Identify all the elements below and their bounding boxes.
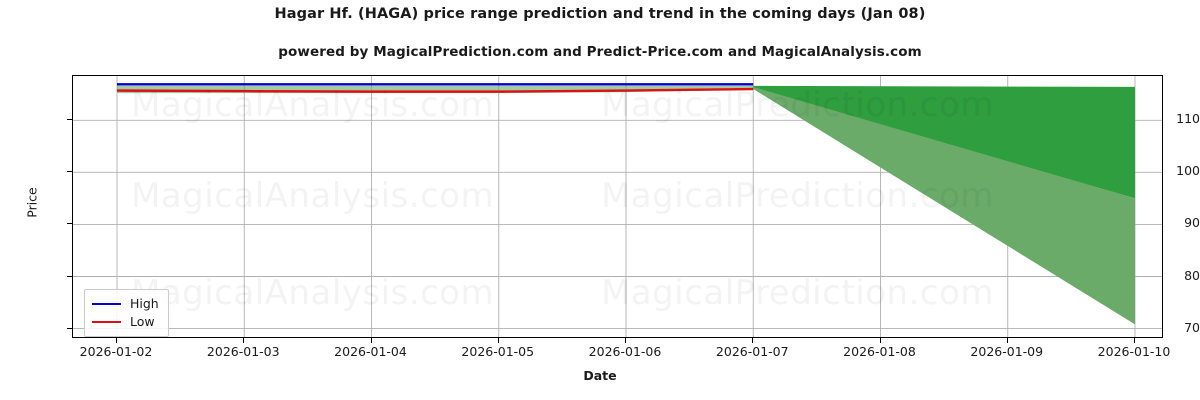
forecast-cone-light xyxy=(753,86,1135,325)
y-tick-mark xyxy=(67,275,72,277)
x-tick-label: 2026-01-07 xyxy=(715,344,789,359)
legend-swatch-low xyxy=(92,321,121,323)
x-tick-label: 2026-01-08 xyxy=(843,344,916,359)
y-tick-mark xyxy=(67,171,72,173)
x-tick-mark xyxy=(497,338,499,343)
x-tick-mark xyxy=(1006,338,1008,343)
x-tick-label: 2026-01-10 xyxy=(1097,344,1171,359)
x-tick-label: 2026-01-04 xyxy=(334,344,407,359)
y-axis-label: Price xyxy=(24,187,40,218)
y-tick-label: 90 xyxy=(1184,215,1200,231)
x-tick-label: 2026-01-02 xyxy=(79,344,153,359)
x-tick-mark xyxy=(879,338,881,343)
legend-swatch-high xyxy=(92,303,121,305)
series-layer xyxy=(116,83,754,93)
x-axis-label: Date xyxy=(583,368,617,383)
plot-canvas xyxy=(73,76,1162,337)
plot-area: MagicalAnalysis.comMagicalPrediction.com… xyxy=(72,75,1163,338)
y-tick-label: 100 xyxy=(1176,163,1200,179)
legend-label: High xyxy=(130,295,159,311)
legend-label: Low xyxy=(130,313,155,329)
y-tick-label: 110 xyxy=(1176,111,1200,127)
chart-title: Hagar Hf. (HAGA) price range prediction … xyxy=(274,6,926,22)
chart-subtitle: powered by MagicalPrediction.com and Pre… xyxy=(278,44,922,60)
chart-legend: High Low xyxy=(84,289,169,337)
x-tick-mark xyxy=(752,338,754,343)
y-tick-label: 80 xyxy=(1184,267,1200,283)
legend-item-low[interactable]: Low xyxy=(92,313,159,331)
y-tick-label: 70 xyxy=(1184,319,1200,335)
x-tick-label: 2026-01-05 xyxy=(461,344,535,359)
x-tick-mark xyxy=(116,338,117,343)
forecast-cone-dark xyxy=(753,85,1135,199)
x-tick-mark xyxy=(370,338,372,343)
x-tick-label: 2026-01-03 xyxy=(206,344,280,359)
legend-item-high[interactable]: High xyxy=(92,295,159,313)
x-tick-mark xyxy=(625,338,626,343)
x-tick-label: 2026-01-06 xyxy=(588,344,662,359)
y-tick-mark xyxy=(67,119,72,121)
x-tick-mark xyxy=(243,338,245,343)
y-tick-mark xyxy=(67,223,72,225)
gridlines xyxy=(73,76,1162,337)
x-tick-label: 2026-01-09 xyxy=(970,344,1044,359)
x-tick-mark xyxy=(1134,338,1135,343)
series-line-low xyxy=(116,87,754,93)
y-tick-mark xyxy=(67,327,72,329)
